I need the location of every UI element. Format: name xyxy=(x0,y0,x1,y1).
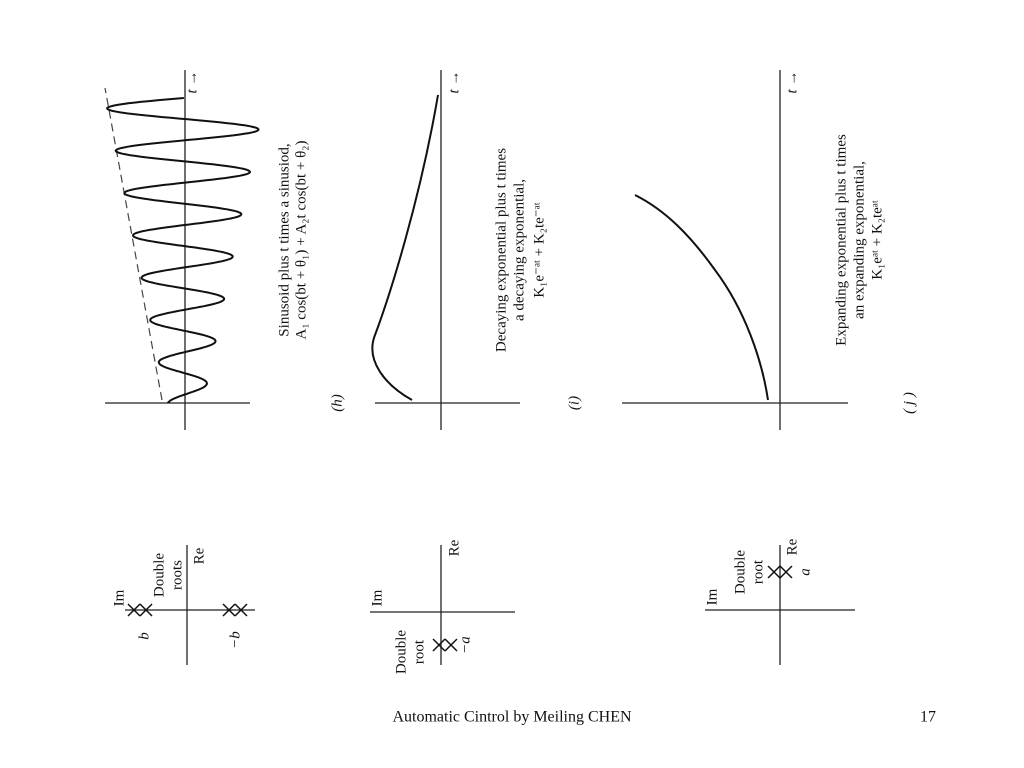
root-label: −b xyxy=(227,631,243,649)
caption-line: Sinusoid plus t times a sinusiod, xyxy=(276,143,292,336)
caption-line: a decaying exponential, xyxy=(511,179,527,321)
root-label: a xyxy=(797,568,813,576)
t-label: t → xyxy=(784,71,800,94)
root-note: roots xyxy=(169,560,185,590)
expand-curve xyxy=(634,194,769,401)
root-note: root xyxy=(411,639,427,664)
panel-label: (h) xyxy=(329,394,345,412)
caption-line: Expanding exponential plus t times xyxy=(833,134,849,346)
root-cross xyxy=(444,638,458,652)
panel-i xyxy=(370,70,520,665)
root-cross xyxy=(127,603,141,617)
root-cross xyxy=(222,603,236,617)
root-note: Double xyxy=(151,553,167,598)
root-cross xyxy=(767,565,781,579)
footer-text: Automatic Cintrol by Meiling CHEN xyxy=(392,709,632,726)
root-label: −a xyxy=(457,636,473,654)
re-label: Re xyxy=(191,547,207,564)
root-note: root xyxy=(750,559,766,584)
caption-line: Decaying exponential plus t times xyxy=(493,148,509,352)
envelope xyxy=(104,87,163,401)
sinusoid-curve xyxy=(106,97,260,404)
root-cross xyxy=(432,638,446,652)
panel-label: ( j ) xyxy=(901,392,917,414)
page-number: 17 xyxy=(920,709,936,726)
decay-curve xyxy=(371,94,439,401)
root-note: Double xyxy=(732,550,748,595)
root-cross xyxy=(779,565,793,579)
caption-line: K₁e⁻ᵃᵗ + K₂te⁻ᵃᵗ xyxy=(531,202,547,297)
im-label: Im xyxy=(369,589,385,606)
t-label: t → xyxy=(446,71,462,94)
root-cross xyxy=(139,603,153,617)
re-label: Re xyxy=(784,538,800,555)
caption-line: A₁ cos(bt + θ₁) + A₂t cos(bt + θ₂) xyxy=(293,141,309,340)
root-cross xyxy=(234,603,248,617)
caption-line: K₁eᵃᵗ + K₂teᵃᵗ xyxy=(869,200,885,280)
caption-line: an expanding exponential, xyxy=(851,161,867,319)
panel-label: (i) xyxy=(566,396,582,410)
panel-j xyxy=(622,70,855,665)
im-label: Im xyxy=(704,588,720,605)
root-label: b xyxy=(136,632,152,640)
im-label: Im xyxy=(111,589,127,606)
t-label: t → xyxy=(184,71,200,94)
root-note: Double xyxy=(393,630,409,675)
re-label: Re xyxy=(446,539,462,556)
